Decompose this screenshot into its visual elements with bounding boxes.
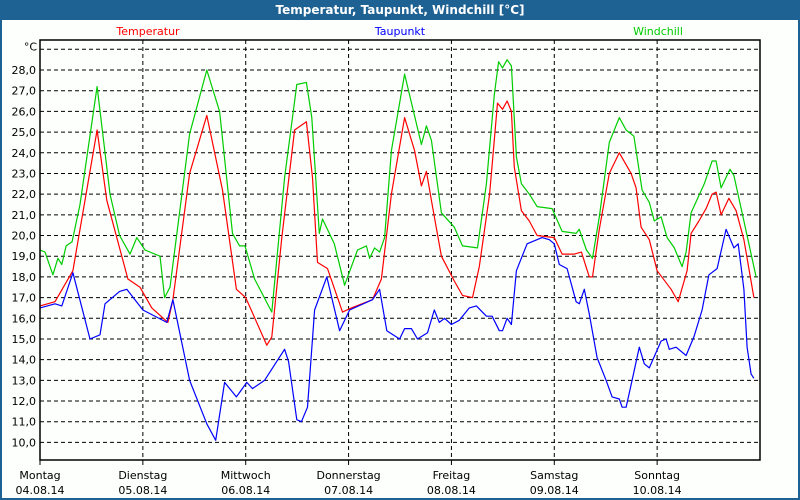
y-tick-label: 14,0	[12, 354, 37, 367]
x-tick-date: 06.08.14	[221, 484, 270, 497]
y-tick-label: 18,0	[12, 271, 37, 284]
y-tick-label: 11,0	[12, 416, 37, 429]
x-tick-date: 09.08.14	[530, 484, 579, 497]
x-tick-date: 08.08.14	[427, 484, 476, 497]
legend-windchill: Windchill	[633, 25, 683, 38]
legend-temperatur: Temperatur	[115, 25, 180, 38]
x-tick-date: 05.08.14	[118, 484, 167, 497]
y-tick-label: 24,0	[12, 147, 37, 160]
window-title: Temperatur, Taupunkt, Windchill [°C]	[0, 0, 800, 20]
y-tick-label: 20,0	[12, 230, 37, 243]
plot-frame	[39, 39, 761, 465]
y-tick-label: 13,0	[12, 374, 37, 387]
y-tick-label: 17,0	[12, 292, 37, 305]
x-tick-day: Donnerstag	[316, 469, 380, 482]
y-tick-label: 16,0	[12, 312, 37, 325]
y-tick-label: 10,0	[12, 436, 37, 449]
x-tick-day: Mittwoch	[221, 469, 271, 482]
y-tick-label: 22,0	[12, 188, 37, 201]
y-tick-label: 26,0	[12, 105, 37, 118]
y-tick-label: 25,0	[12, 126, 37, 139]
series-line-taupunkt	[39, 228, 755, 441]
legend-taupunkt: Taupunkt	[374, 25, 426, 38]
y-unit-label: °C	[24, 40, 38, 53]
y-tick-label: 23,0	[12, 167, 37, 180]
series-line-temperatur	[39, 100, 755, 346]
y-tick-label: 27,0	[12, 85, 37, 98]
x-tick-date: 04.08.14	[16, 484, 65, 497]
axis-labels: Montag 04.08.14 Dienstag 05.08.14 Mittwoch 06…	[12, 25, 683, 497]
y-tick-label: 15,0	[12, 333, 37, 346]
x-tick-day: Dienstag	[118, 469, 167, 482]
x-tick-day: Sonntag	[634, 469, 680, 482]
plot-border	[39, 39, 761, 461]
series-lines	[39, 59, 757, 441]
y-tick-label: 21,0	[12, 209, 37, 222]
y-tick-label: 19,0	[12, 250, 37, 263]
x-tick-day: Freitag	[433, 469, 471, 482]
x-tick-day: Samstag	[530, 469, 578, 482]
y-tick-label: 12,0	[12, 395, 37, 408]
series-line-windchill	[39, 59, 757, 313]
y-tick-label: 28,0	[12, 64, 37, 77]
x-tick-day: Montag	[19, 469, 60, 482]
grid	[40, 40, 760, 460]
x-tick-date: 10.08.14	[633, 484, 682, 497]
x-tick-date: 07.08.14	[324, 484, 373, 497]
